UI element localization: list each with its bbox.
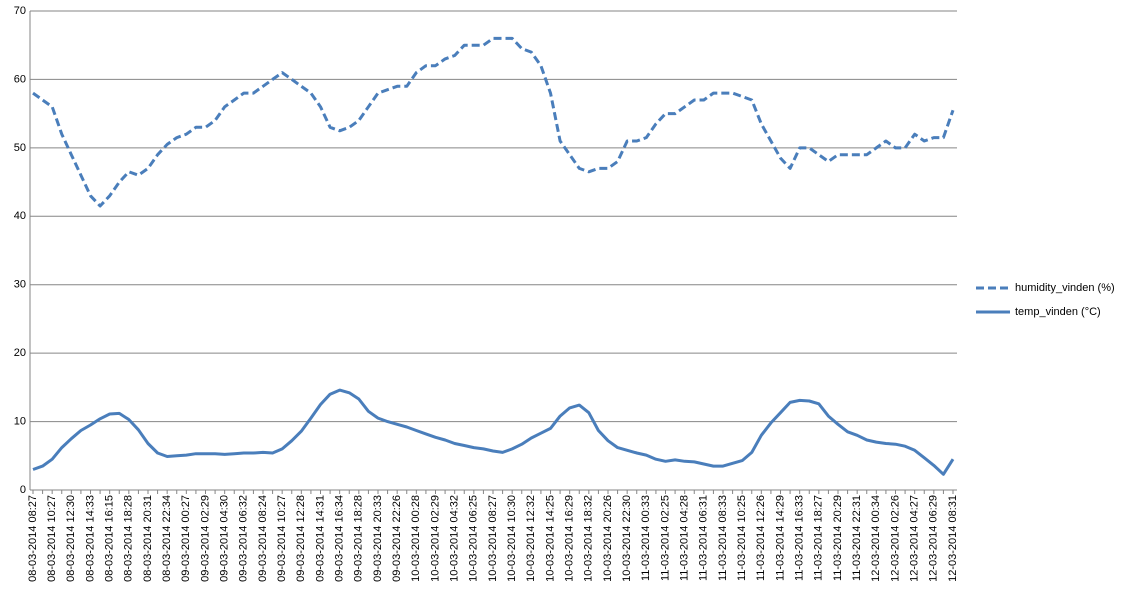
x-tick-label: 10-03-2014 04:32 [449,495,461,582]
x-tick-label: 10-03-2014 18:32 [583,495,595,582]
y-tick-label: 30 [14,279,26,291]
x-tick-label: 11-03-2014 14:29 [774,495,786,581]
x-tick-label: 11-03-2014 20:29 [832,495,844,581]
x-tick-label: 12-03-2014 04:27 [909,495,921,582]
x-tick-label: 11-03-2014 00:33 [640,495,652,581]
y-tick-label: 0 [20,484,26,496]
x-tick-label: 10-03-2014 14:25 [544,495,556,582]
legend-label: humidity_vinden (%) [1015,282,1115,294]
x-tick-label: 08-03-2014 20:31 [142,495,154,582]
y-tick-label: 10 [14,415,26,427]
x-tick-label: 09-03-2014 18:28 [353,495,365,582]
x-tick-label: 09-03-2014 10:27 [276,495,288,582]
x-tick-label: 10-03-2014 12:32 [525,495,537,582]
x-tick-label: 10-03-2014 16:29 [564,495,576,582]
x-tick-label: 12-03-2014 08:31 [947,495,959,582]
x-tick-label: 11-03-2014 10:25 [736,495,748,581]
series-line [32,36,955,208]
y-tick-label: 70 [14,5,26,17]
x-tick-label: 08-03-2014 16:15 [104,495,116,582]
x-tick-label: 09-03-2014 20:33 [372,495,384,582]
x-tick-label: 09-03-2014 16:34 [334,495,346,582]
x-tick-label: 09-03-2014 02:29 [199,495,211,582]
x-tick-label: 11-03-2014 22:31 [851,495,863,581]
x-tick-label: 10-03-2014 20:26 [602,495,614,582]
y-tick-label: 50 [14,142,26,154]
x-tick-label: 10-03-2014 22:30 [621,495,633,582]
x-tick-label: 12-03-2014 00:34 [870,495,882,582]
x-tick-label: 11-03-2014 16:33 [794,495,806,581]
x-tick-label: 10-03-2014 02:29 [429,495,441,582]
x-tick-label: 09-03-2014 12:28 [295,495,307,582]
x-tick-label: 11-03-2014 04:28 [679,495,691,581]
x-tick-label: 10-03-2014 10:30 [506,495,518,582]
y-tick-label: 40 [14,210,26,222]
x-tick-label: 08-03-2014 22:34 [161,495,173,582]
x-tick-label: 09-03-2014 22:26 [391,495,403,582]
x-tick-label: 08-03-2014 10:27 [46,495,58,582]
x-tick-label: 09-03-2014 08:24 [257,495,269,582]
x-tick-label: 08-03-2014 14:33 [84,495,96,582]
x-tick-label: 08-03-2014 18:28 [123,495,135,582]
x-tick-label: 10-03-2014 08:27 [487,495,499,582]
x-tick-label: 09-03-2014 14:31 [314,495,326,582]
x-tick-label: 11-03-2014 06:31 [698,495,710,581]
x-tick-label: 09-03-2014 06:32 [238,495,250,582]
y-tick-label: 60 [14,73,26,85]
x-tick-label: 09-03-2014 04:30 [219,495,231,582]
x-tick-label: 09-03-2014 00:27 [180,495,192,582]
x-tick-label: 08-03-2014 08:27 [27,495,39,582]
x-tick-label: 11-03-2014 18:27 [813,495,825,581]
x-tick-label: 11-03-2014 12:26 [755,495,767,581]
x-tick-label: 08-03-2014 12:30 [65,495,77,582]
x-tick-label: 12-03-2014 06:29 [928,495,940,582]
legend-label: temp_vinden (°C) [1015,306,1101,318]
series-line [32,388,955,476]
x-tick-label: 11-03-2014 02:25 [659,495,671,581]
x-tick-label: 12-03-2014 02:26 [889,495,901,582]
y-tick-label: 20 [14,347,26,359]
x-tick-label: 10-03-2014 06:25 [468,495,480,582]
x-tick-label: 11-03-2014 08:33 [717,495,729,581]
x-tick-label: 10-03-2014 00:28 [410,495,422,582]
